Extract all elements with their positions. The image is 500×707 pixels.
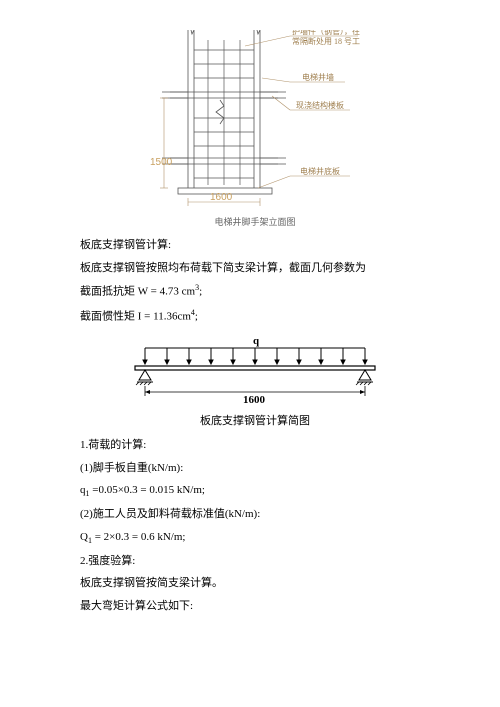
label-protection: 护墙件（钢管），在和下达井 xyxy=(292,30,360,36)
calc-l6: 最大弯矩计算公式如下: xyxy=(80,597,430,616)
calc-l1: (1)脚手板自重(kN/m): xyxy=(80,459,430,478)
calc-l5: 板底支撑钢管按简支梁计算。 xyxy=(80,574,430,593)
calc-l4: Q1 = 2×0.3 = 0.6 kN/m; xyxy=(80,528,430,548)
dim-height: 1500 xyxy=(150,157,173,168)
text-title: 板底支撑钢管计算: xyxy=(80,236,430,255)
beam-caption: 板底支撑钢管计算简图 xyxy=(80,412,430,428)
text-w: 截面抵抗矩 W = 4.73 cm3; xyxy=(80,281,430,301)
calc-l3: (2)施工人员及卸料荷载标准值(kN/m): xyxy=(80,505,430,524)
label-shaft-wall: 电梯井墙 xyxy=(302,72,334,82)
text-i: 截面惯性矩 I = 11.36cm4; xyxy=(80,306,430,326)
elevation-caption: 电梯井脚手架立面图 xyxy=(80,215,430,228)
label-bottom: 电梯井底板 xyxy=(300,166,340,176)
calc-h2: 2.强度验算: xyxy=(80,552,430,571)
beam-figure: q xyxy=(115,336,395,406)
label-protection2: 常隔断处用18号工字钢 xyxy=(292,36,360,46)
beam-span: 1600 xyxy=(243,394,266,406)
q-label: q xyxy=(253,336,260,347)
elevation-figure: 护墙件（钢管），在和下达井 常隔断处用18号工字钢 电梯井墙 现浇结构楼板 电梯… xyxy=(150,30,360,210)
dim-width: 1600 xyxy=(210,192,233,203)
text-desc: 板底支撑钢管按照均布荷载下简支梁计算，截面几何参数为 xyxy=(80,259,430,278)
label-slab: 现浇结构楼板 xyxy=(296,100,344,110)
calc-l2: q1 =0.05×0.3 = 0.015 kN/m; xyxy=(80,481,430,501)
calc-h1: 1.荷载的计算: xyxy=(80,436,430,455)
